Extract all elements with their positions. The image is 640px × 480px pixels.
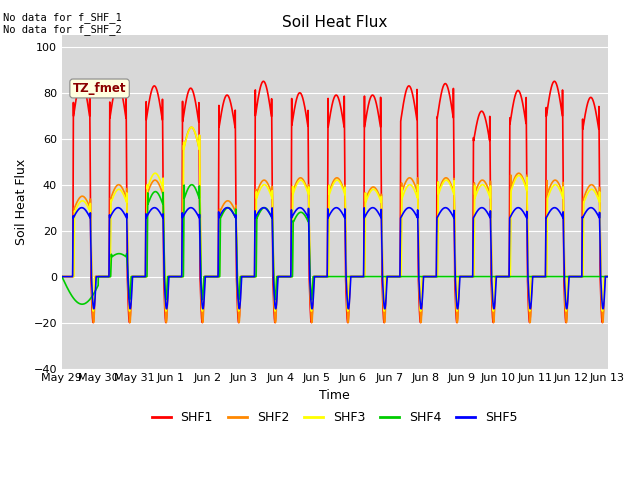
SHF1 (260, 78, 268, 84)
SHF1 (427, 274, 435, 279)
Title: Soil Heat Flux: Soil Heat Flux (282, 15, 387, 30)
Y-axis label: Soil Heat Flux: Soil Heat Flux (15, 159, 28, 245)
Legend: SHF1, SHF2, SHF3, SHF4, SHF5: SHF1, SHF2, SHF3, SHF4, SHF5 (147, 406, 523, 429)
SHF5 (58, 274, 66, 279)
SHF3 (156, 177, 164, 182)
SHF3 (604, 274, 611, 279)
SHF2 (381, 320, 388, 325)
SHF1 (603, 274, 611, 279)
SHF5 (427, 274, 435, 279)
SHF2 (188, 124, 195, 130)
SHF2 (457, 274, 465, 279)
SHF5 (587, 205, 595, 211)
SHF5 (457, 274, 465, 279)
SHF1 (604, 274, 611, 279)
SHF5 (603, 274, 611, 279)
SHF3 (427, 274, 435, 279)
SHF4 (156, 194, 164, 200)
SHF1 (457, 274, 465, 279)
Line: SHF5: SHF5 (62, 208, 607, 309)
SHF1 (488, 304, 496, 310)
SHF3 (58, 274, 66, 279)
SHF4 (315, 274, 323, 279)
SHF5 (156, 210, 164, 216)
SHF5 (604, 274, 611, 279)
Text: TZ_fmet: TZ_fmet (73, 82, 126, 95)
SHF1 (58, 274, 66, 279)
SHF5 (488, 282, 496, 288)
Line: SHF3: SHF3 (62, 127, 607, 311)
SHF2 (156, 183, 164, 189)
SHF3 (488, 281, 496, 287)
Line: SHF4: SHF4 (62, 185, 607, 304)
SHF4 (457, 274, 465, 279)
SHF1 (156, 102, 164, 108)
Line: SHF2: SHF2 (62, 127, 607, 323)
SHF1 (315, 274, 323, 279)
SHF4 (188, 182, 196, 188)
SHF4 (78, 301, 86, 307)
SHF3 (603, 274, 611, 279)
SHF5 (314, 274, 322, 279)
Text: No data for f_SHF_1
No data for f_SHF_2: No data for f_SHF_1 No data for f_SHF_2 (3, 12, 122, 36)
SHF4 (58, 274, 66, 279)
SHF4 (427, 274, 435, 279)
SHF1 (125, 320, 133, 325)
SHF4 (604, 274, 611, 279)
SHF5 (199, 306, 207, 312)
SHF3 (457, 274, 465, 279)
SHF3 (314, 274, 322, 279)
SHF3 (417, 308, 424, 314)
Line: SHF1: SHF1 (62, 81, 607, 323)
SHF2 (603, 274, 611, 279)
SHF3 (188, 124, 195, 130)
SHF2 (488, 282, 496, 288)
SHF2 (314, 274, 322, 279)
SHF4 (488, 274, 496, 279)
SHF2 (427, 274, 435, 279)
SHF2 (58, 274, 66, 279)
SHF2 (604, 274, 611, 279)
X-axis label: Time: Time (319, 389, 350, 402)
SHF4 (603, 274, 611, 279)
